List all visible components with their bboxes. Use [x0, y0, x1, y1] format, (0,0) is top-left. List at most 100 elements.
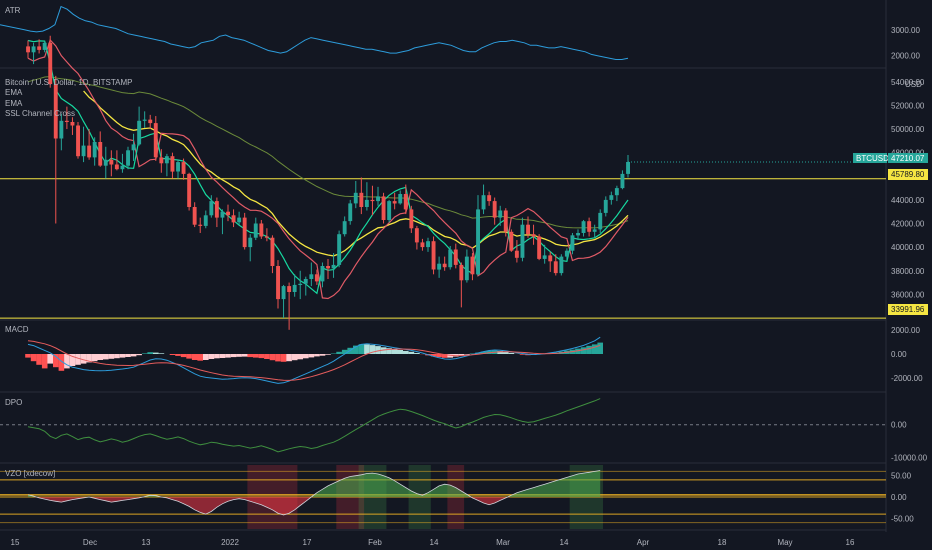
y-tick-label: -50.00: [891, 514, 914, 523]
macd-histogram-bar: [130, 354, 137, 357]
macd-histogram-bar: [225, 354, 231, 358]
candle-body: [264, 236, 269, 238]
y-tick-label: 42000.00: [891, 220, 925, 229]
macd-histogram-bar: [30, 354, 37, 362]
candle-body: [303, 279, 308, 284]
candle-body: [598, 212, 603, 230]
x-tick-label: Apr: [637, 538, 650, 547]
macd-histogram-bar: [114, 354, 120, 359]
candle-body: [620, 173, 625, 189]
symbol-title[interactable]: Bitcoin / U.S. Dollar, 1D, BITSTAMP: [5, 78, 133, 87]
candle-body: [437, 263, 442, 270]
candle-body: [187, 173, 192, 207]
candle-body: [609, 195, 614, 200]
x-tick-label: Mar: [496, 538, 510, 547]
macd-histogram-bar: [97, 354, 103, 360]
candle-body: [220, 211, 225, 218]
btcusd-tag-label: BTCUSD: [856, 154, 889, 163]
y-tick-label: 3000.00: [891, 26, 920, 35]
candle-body: [470, 256, 475, 275]
ssl-channel-down-line: [27, 38, 629, 300]
y-tick-label: 36000.00: [891, 290, 925, 299]
candle-body: [403, 194, 408, 210]
macd-histogram-bar: [341, 349, 348, 354]
candle-body: [498, 210, 503, 218]
macd-histogram-bar: [64, 354, 70, 369]
macd-histogram-bar: [364, 344, 370, 354]
candle-body: [176, 162, 180, 172]
indicator-ssl-channel[interactable]: SSL Channel Cross: [5, 109, 75, 118]
x-tick-label: 17: [303, 538, 312, 547]
atr-title: ATR: [5, 6, 21, 15]
candle-body: [342, 221, 347, 235]
y-tick-label: 38000.00: [891, 267, 925, 276]
candle-body: [231, 215, 236, 223]
candle-body: [537, 236, 542, 259]
candle-body: [376, 196, 380, 202]
btcusd-tag-value: 47210.07: [891, 154, 925, 163]
candle-body: [281, 286, 286, 300]
x-tick-label: 15: [11, 538, 20, 547]
indicator-ema-2[interactable]: EMA: [5, 99, 23, 108]
macd-histogram-bar: [497, 351, 503, 354]
level-low-tag-bg: [888, 304, 928, 315]
candle-body: [476, 209, 480, 275]
candle-body: [253, 223, 258, 238]
atr-pane: [0, 5, 629, 60]
macd-histogram-bar: [308, 354, 315, 358]
candle-body: [420, 242, 425, 248]
candle-body: [492, 201, 497, 218]
candle-body: [481, 195, 486, 210]
price-pane[interactable]: [0, 35, 886, 330]
y-tick-label: 2000.00: [891, 52, 920, 61]
macd-histogram-bar: [247, 354, 253, 358]
candle-body: [48, 42, 53, 85]
candle-body: [242, 217, 247, 248]
candle-body: [53, 84, 58, 139]
y-tick-label: 54000.00: [891, 78, 925, 87]
macd-histogram-bar: [314, 354, 320, 357]
candle-body: [209, 201, 214, 216]
candle-body: [298, 283, 303, 285]
candle-body: [592, 229, 597, 232]
candle-body: [464, 256, 469, 281]
macd-histogram-bar: [258, 354, 265, 359]
macd-histogram-bar: [158, 353, 165, 354]
macd-histogram-bar: [58, 354, 65, 371]
candle-body: [103, 159, 108, 166]
y-tick-label: -2000.00: [891, 374, 923, 383]
macd-histogram-bar: [519, 354, 526, 355]
macd-histogram-bar: [175, 354, 181, 356]
candle-body: [576, 233, 580, 236]
vzo-positive-fill: [28, 470, 601, 497]
price-tags: BTCUSD 47210.07 45789.80 33991.96 USD: [853, 80, 928, 315]
vzo-line: [27, 470, 601, 516]
macd-histogram-bar: [503, 352, 509, 354]
candle-body: [198, 224, 203, 226]
y-tick-label: 44000.00: [891, 196, 925, 205]
indicator-ema-1[interactable]: EMA: [5, 88, 23, 97]
candle-body: [26, 46, 30, 53]
macd-histogram-bar: [586, 345, 592, 354]
candle-body: [287, 286, 292, 292]
macd-histogram-bar: [69, 354, 76, 366]
candle-body: [559, 256, 564, 274]
macd-histogram-bar: [286, 354, 292, 362]
candle-body: [548, 255, 553, 262]
candle-body: [126, 150, 130, 166]
macd-histogram-bar: [108, 354, 115, 359]
y-tick-label: -10000.00: [891, 454, 928, 463]
macd-histogram-bar: [336, 351, 342, 354]
candle-body: [159, 157, 164, 164]
candle-body: [137, 120, 142, 145]
macd-histogram-bar: [191, 354, 198, 360]
macd-histogram-bar: [103, 354, 109, 360]
ema-long-line: [27, 76, 629, 229]
candle-body: [59, 120, 64, 139]
candle-body: [76, 125, 80, 157]
candle-body: [259, 223, 264, 237]
macd-histogram-bar: [141, 353, 148, 354]
macd-histogram-bar: [41, 354, 48, 369]
macd-histogram-bar: [197, 354, 203, 361]
